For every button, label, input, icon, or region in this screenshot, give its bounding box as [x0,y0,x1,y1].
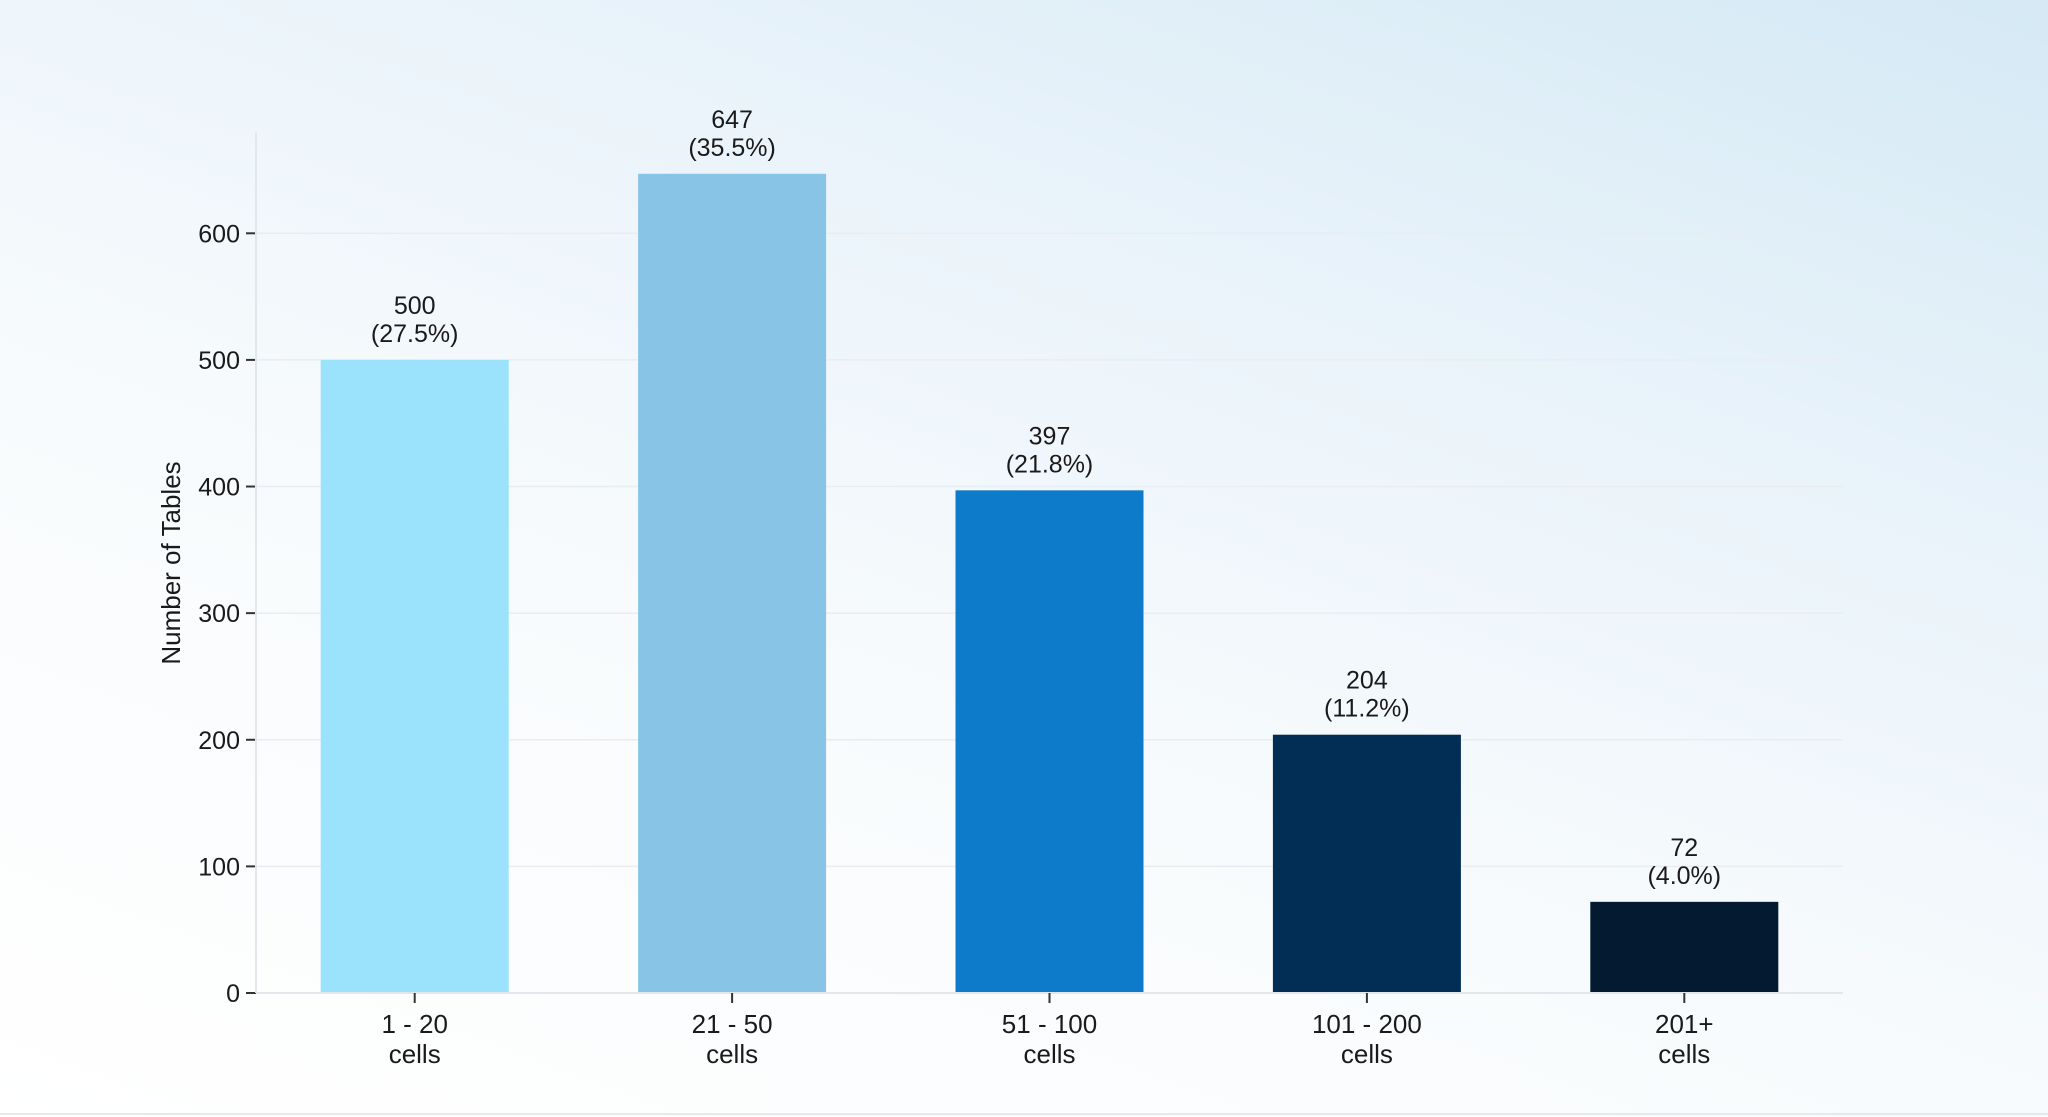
bar-value-label: 204 [1346,667,1388,695]
y-tick-label: 500 [198,347,240,375]
x-tick-label: cells [1341,1039,1393,1069]
x-tick-label: 51 - 100 [1002,1009,1097,1039]
x-tick-label: cells [706,1039,758,1069]
bar-percent-label: (21.8%) [1006,450,1094,478]
y-tick-label: 300 [198,600,240,628]
x-tick-label: 101 - 200 [1312,1009,1422,1039]
bar-value-label: 72 [1670,834,1698,862]
x-tick-label: 1 - 20 [381,1009,448,1039]
bar [1272,734,1461,993]
x-tick-label: cells [389,1039,441,1069]
bar-value-label: 500 [394,292,436,320]
bar-percent-label: (27.5%) [371,320,459,348]
y-tick-label: 0 [226,980,240,1008]
y-tick-label: 100 [198,853,240,881]
bar [638,173,827,994]
bar-percent-label: (11.2%) [1324,695,1410,723]
bar-value-label: 647 [711,106,753,134]
data-labels: 500(27.5%) 647(35.5%) 397(21.8%) 204(11.2%)… [371,106,1721,890]
bar [955,490,1144,993]
y-tick-label: 400 [198,474,240,502]
bar [320,359,509,994]
bar-percent-label: (4.0%) [1647,862,1721,890]
y-tick-label: 600 [198,220,240,248]
bars [320,173,1779,994]
x-tick-label: 21 - 50 [692,1009,773,1039]
bar [1590,901,1779,993]
y-tick-label: 200 [198,727,240,755]
x-tick-label: 201+ [1655,1009,1714,1039]
bar-percent-label: (35.5%) [688,134,776,162]
x-tick-label: cells [1023,1039,1075,1069]
x-tick-label: cells [1658,1039,1710,1069]
bottom-divider [0,1113,2048,1115]
bar-value-label: 397 [1029,422,1071,450]
y-axis-label: Number of Tables [156,461,186,664]
